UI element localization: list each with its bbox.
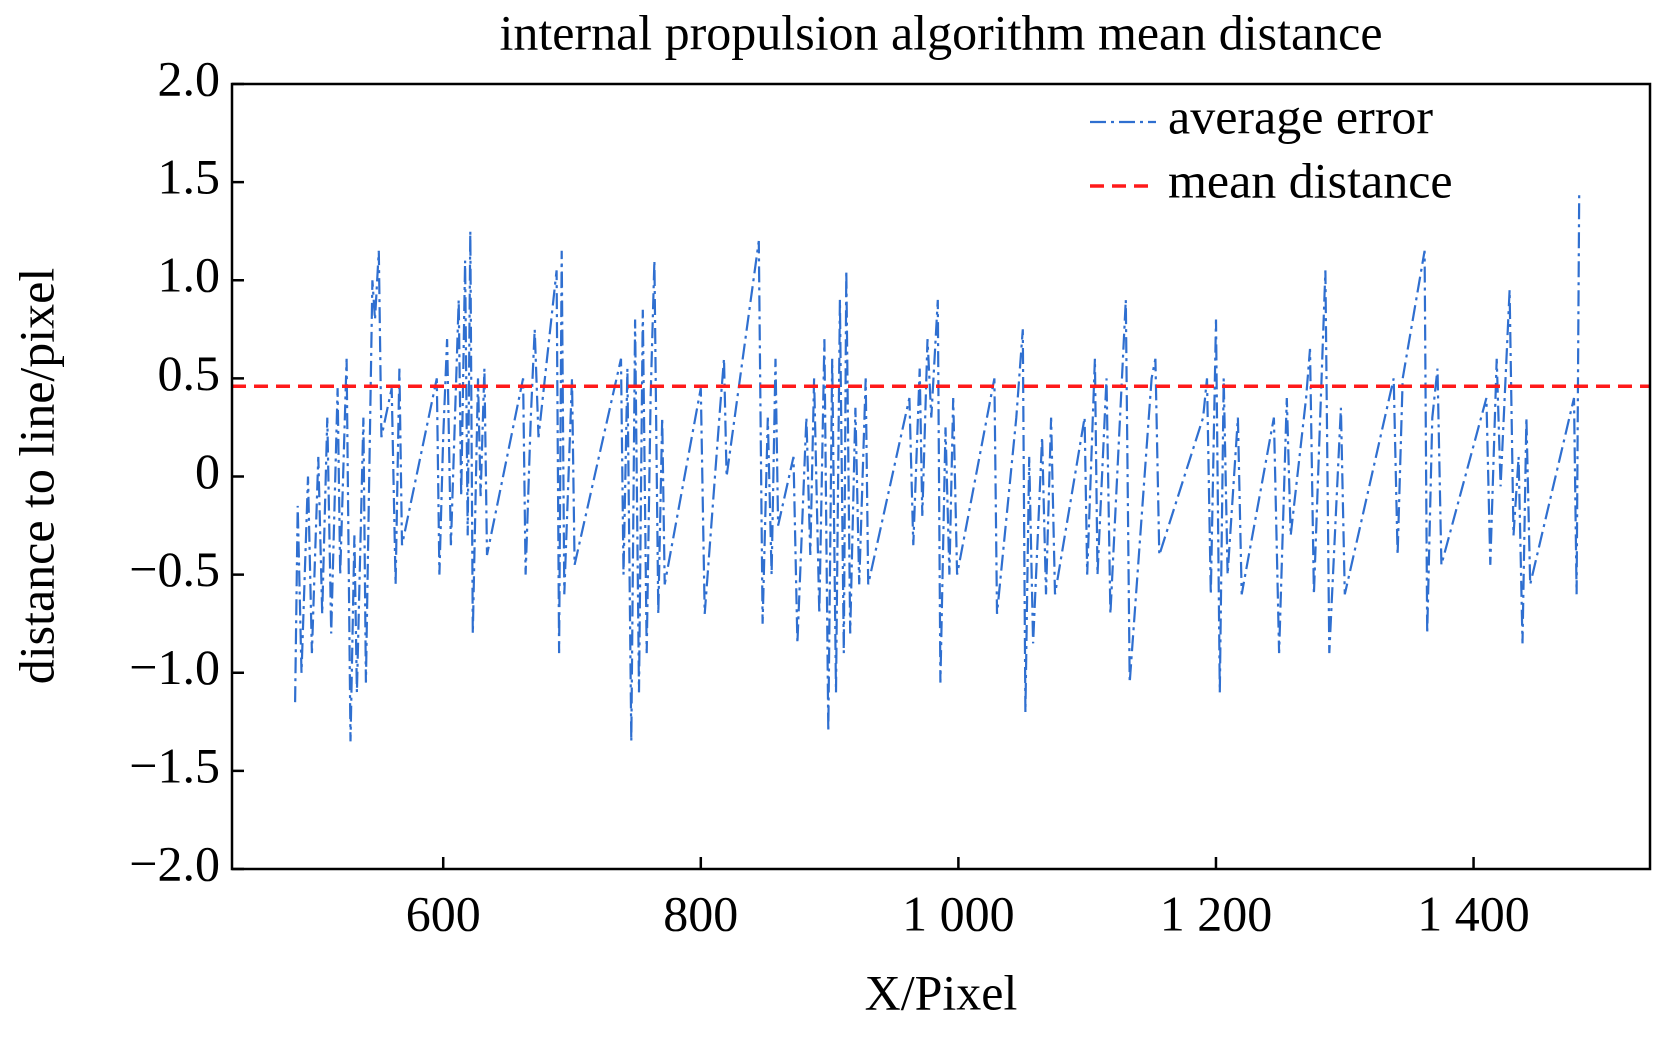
y-tick-label: 0 [195,443,220,499]
x-tick-label: 1 200 [1160,885,1273,941]
y-tick-label: 2.0 [158,50,221,106]
x-tick-label: 600 [406,885,481,941]
y-tick-label: −1.5 [129,737,220,793]
legend-label: average error [1168,88,1433,144]
series-line [294,191,1581,742]
x-tick-label: 1 000 [902,885,1015,941]
x-tick-label: 800 [663,885,738,941]
y-tick-label: −1.0 [129,639,220,695]
y-tick-label: −2.0 [129,835,220,891]
legend-label: mean distance [1168,152,1453,208]
y-axis-label: distance to line/pixel [8,268,64,685]
y-tick-label: 0.5 [158,345,221,401]
plot-frame [230,82,1652,871]
y-tick-label: −0.5 [129,541,220,597]
chart-title: internal propulsion algorithm mean dista… [499,4,1382,60]
y-tick-label: 1.5 [158,149,221,205]
x-tick-label: 1 400 [1417,885,1530,941]
x-axis-label: X/Pixel [865,964,1018,1020]
y-tick-label: 1.0 [158,247,221,303]
